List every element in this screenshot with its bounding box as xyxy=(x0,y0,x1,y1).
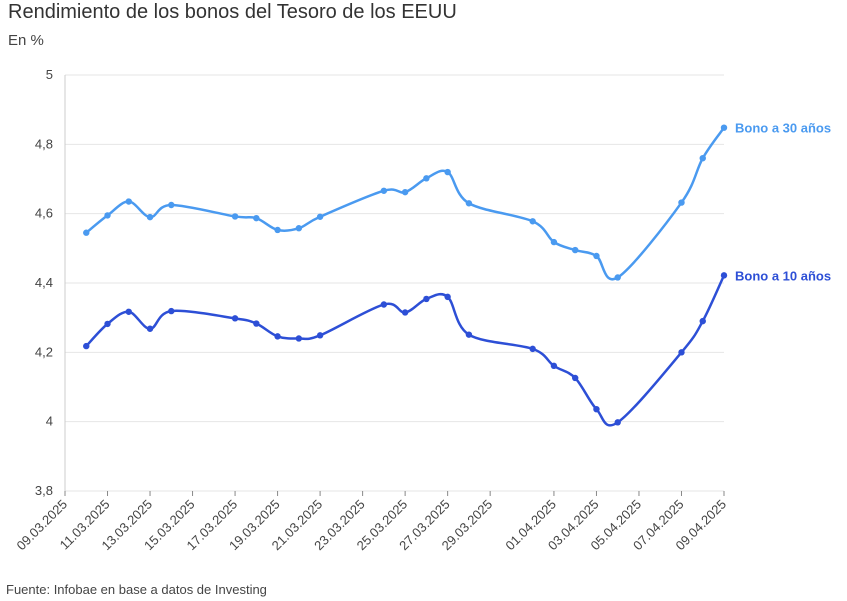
data-point xyxy=(316,332,324,339)
data-point xyxy=(593,405,600,413)
data-point xyxy=(83,229,90,236)
data-point xyxy=(274,226,281,234)
data-point xyxy=(444,293,451,301)
data-point xyxy=(678,349,685,356)
data-point xyxy=(231,213,239,220)
data-point xyxy=(146,325,154,332)
series-line xyxy=(85,126,726,281)
data-point xyxy=(699,317,706,325)
data-point xyxy=(699,155,706,162)
data-point xyxy=(401,309,409,316)
data-point xyxy=(146,213,154,221)
y-tick-label: 3,8 xyxy=(35,483,53,498)
data-point xyxy=(720,272,728,279)
data-point xyxy=(550,238,558,246)
data-point xyxy=(423,295,430,303)
data-point xyxy=(550,362,558,370)
data-point xyxy=(253,320,260,327)
chart-subtitle: En % xyxy=(8,32,44,49)
y-tick-label: 4,6 xyxy=(35,206,53,221)
data-point xyxy=(465,200,473,207)
data-point xyxy=(168,307,175,315)
data-point xyxy=(720,124,728,131)
data-point xyxy=(571,374,579,382)
chart-title: Rendimiento de los bonos del Tesoro de l… xyxy=(8,1,457,23)
data-point xyxy=(380,301,388,308)
data-point xyxy=(104,320,111,328)
grid-layer xyxy=(65,74,724,492)
data-point xyxy=(614,274,621,281)
data-point xyxy=(253,214,260,222)
series-layer xyxy=(83,124,728,427)
data-point xyxy=(168,201,175,209)
source-note: Fuente: Infobae en base a datos de Inves… xyxy=(6,582,267,597)
data-point xyxy=(104,212,111,219)
data-point xyxy=(444,168,451,176)
data-point xyxy=(295,225,303,232)
data-point xyxy=(465,331,473,338)
data-point xyxy=(316,213,324,220)
label-layer: Bono a 30 años Bono a 10 años xyxy=(735,121,831,284)
data-point xyxy=(529,345,536,353)
data-point xyxy=(231,315,239,322)
data-point xyxy=(295,335,303,342)
y-tick-label: 4,2 xyxy=(35,344,53,359)
data-point xyxy=(83,342,90,350)
y-tick-label: 5 xyxy=(46,67,53,82)
data-point xyxy=(125,308,132,315)
data-point xyxy=(614,419,621,426)
y-tick-label: 4,8 xyxy=(35,136,53,151)
data-point xyxy=(125,198,132,205)
y-tick-label: 4,4 xyxy=(35,275,53,290)
series-line xyxy=(85,274,726,427)
data-point xyxy=(678,199,685,206)
data-point xyxy=(571,246,579,254)
y-tick-label: 4 xyxy=(46,414,53,429)
data-point xyxy=(274,333,281,340)
data-point xyxy=(593,252,600,260)
data-point xyxy=(401,188,409,196)
data-point xyxy=(423,175,430,182)
data-point xyxy=(529,218,536,225)
data-point xyxy=(380,187,388,194)
series-label: Bono a 10 años xyxy=(735,268,831,283)
series-label: Bono a 30 años xyxy=(735,121,831,136)
